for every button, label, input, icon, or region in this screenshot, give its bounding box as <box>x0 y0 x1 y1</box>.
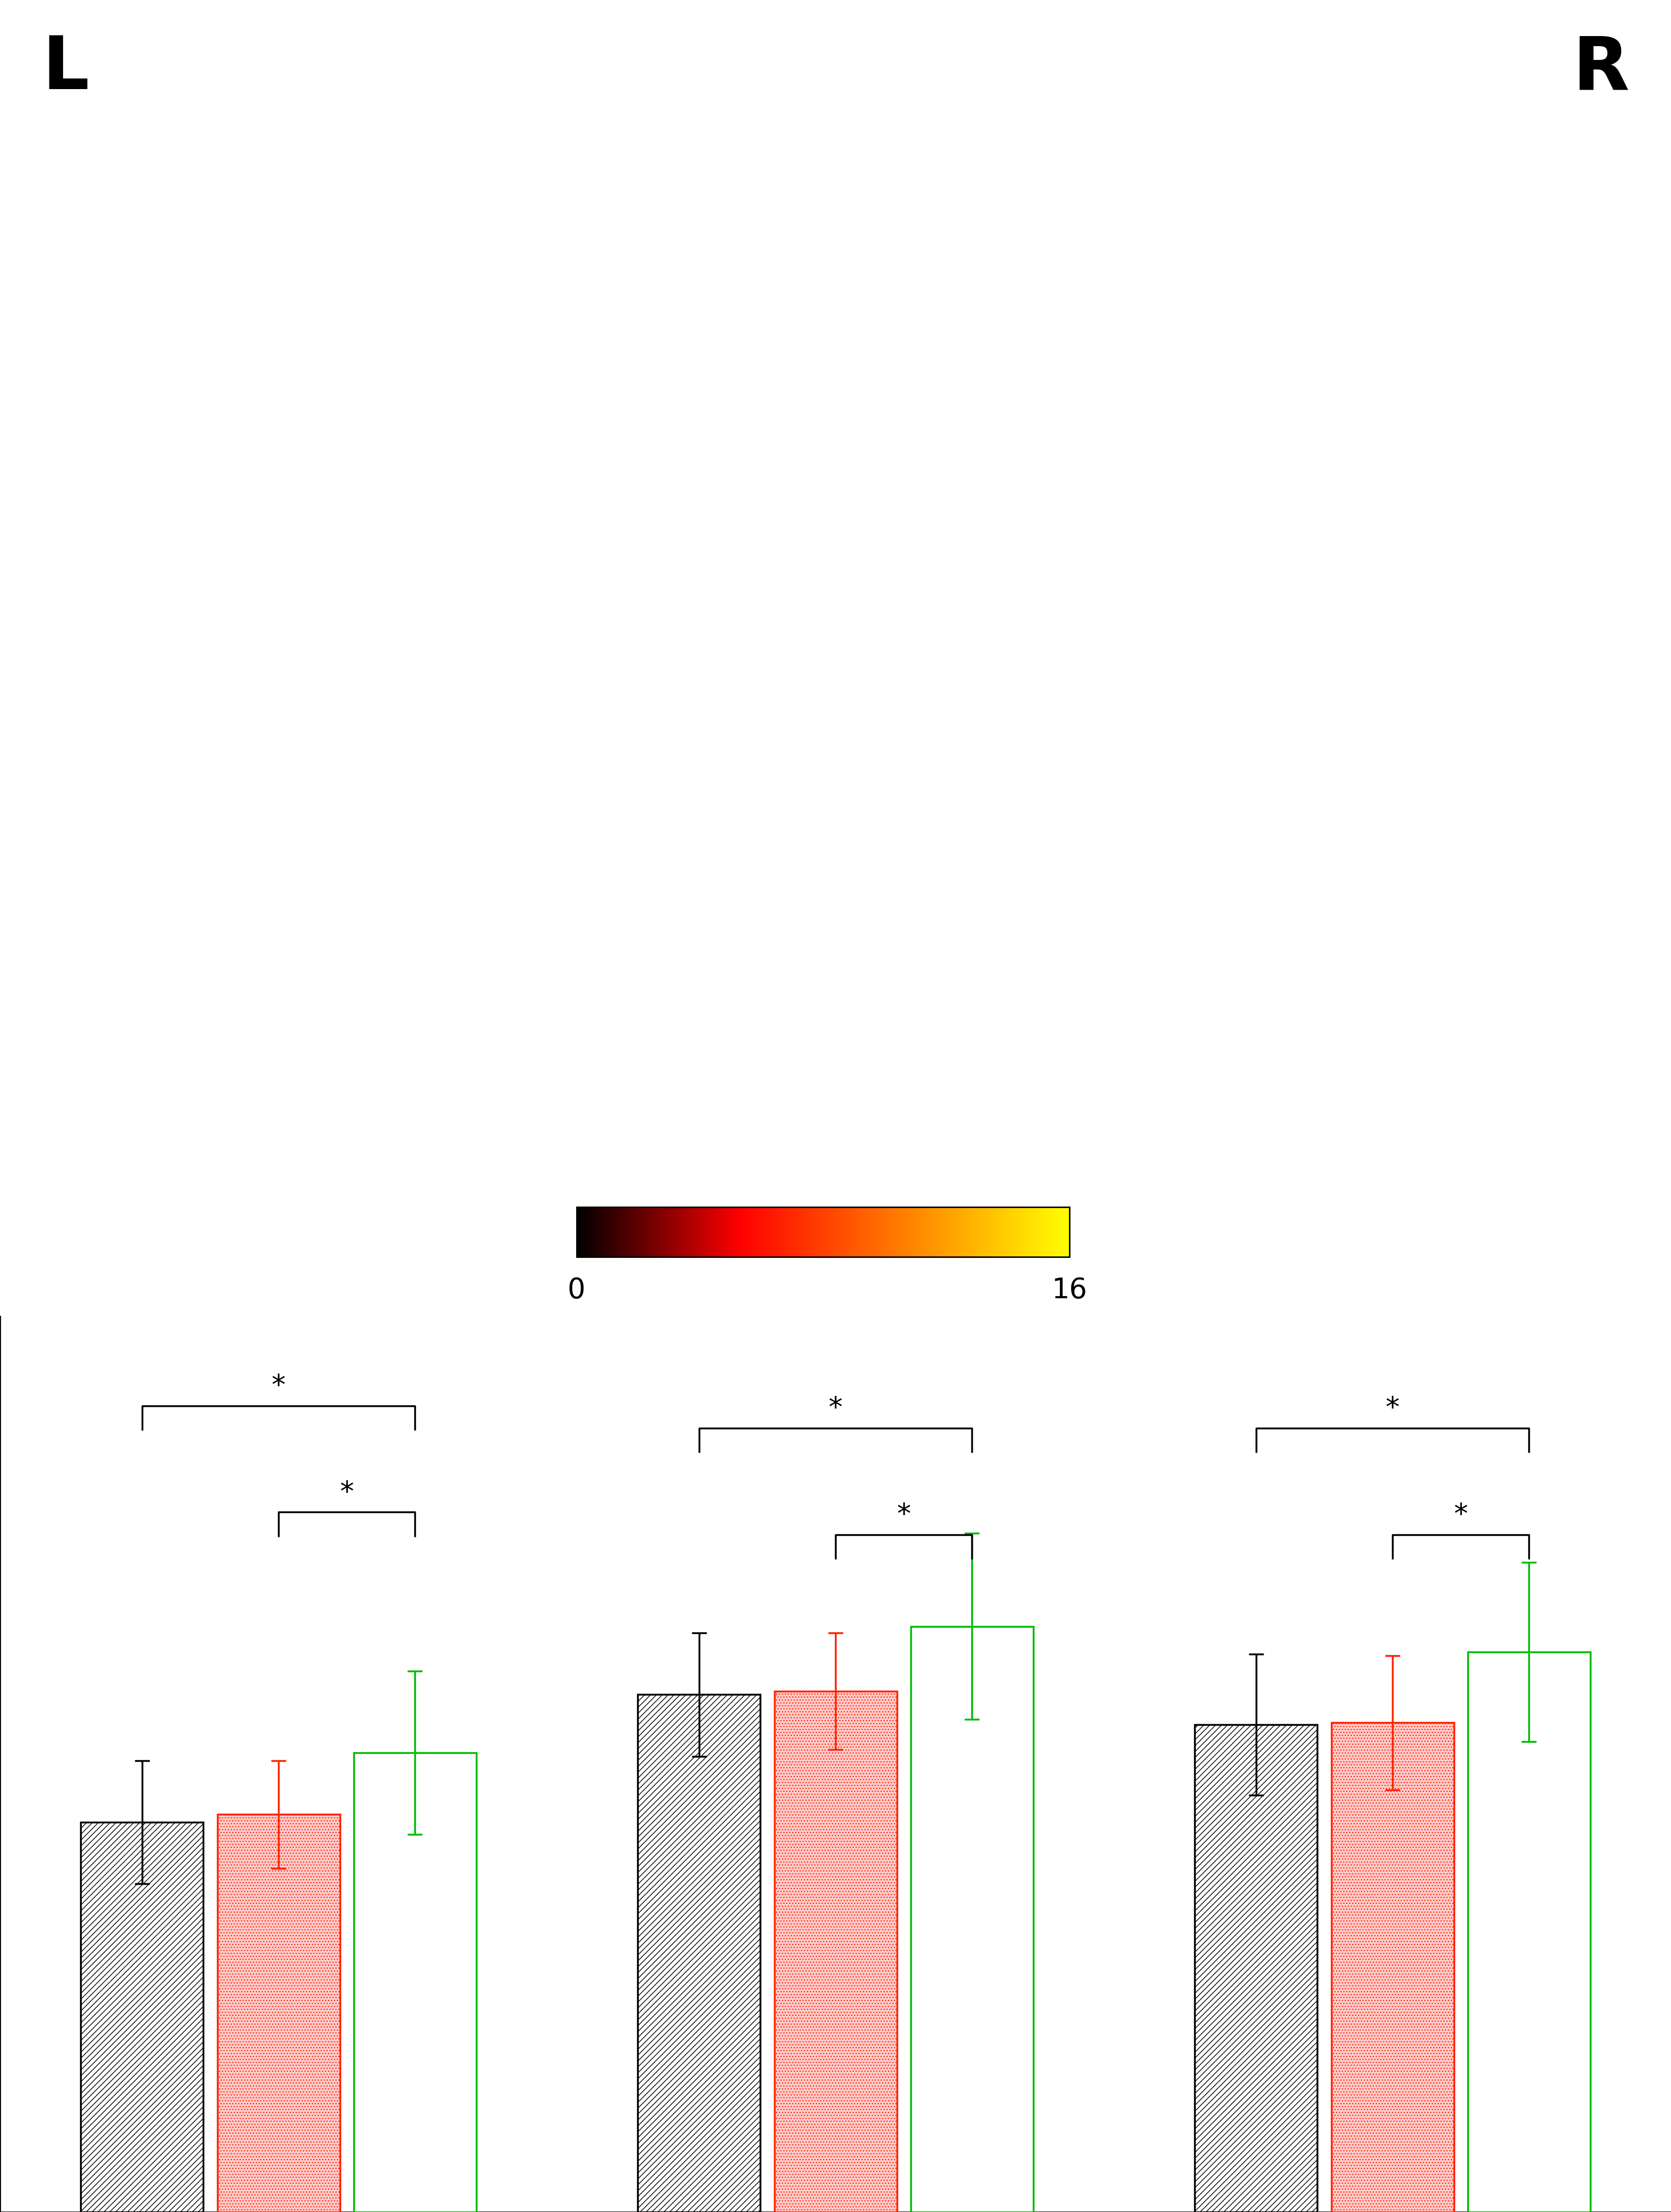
Bar <box>1332 1723 1454 2212</box>
Bar <box>576 1208 1069 1256</box>
Text: *: * <box>1385 1396 1400 1422</box>
Text: L: L <box>42 33 89 104</box>
Bar <box>354 1752 476 2212</box>
Bar <box>1195 1725 1317 2212</box>
Bar <box>638 1694 760 2212</box>
Bar <box>774 1692 897 2212</box>
Text: *: * <box>897 1502 911 1528</box>
Text: *: * <box>339 1480 354 1506</box>
Text: *: * <box>1454 1502 1467 1528</box>
Bar <box>1467 1652 1591 2212</box>
Text: 0: 0 <box>568 1276 585 1305</box>
Text: *: * <box>271 1374 286 1400</box>
Bar <box>911 1626 1033 2212</box>
Bar <box>217 1814 339 2212</box>
Text: *: * <box>829 1396 842 1422</box>
Text: 16: 16 <box>1051 1276 1088 1305</box>
Text: R: R <box>1572 33 1629 104</box>
Bar <box>80 1823 204 2212</box>
